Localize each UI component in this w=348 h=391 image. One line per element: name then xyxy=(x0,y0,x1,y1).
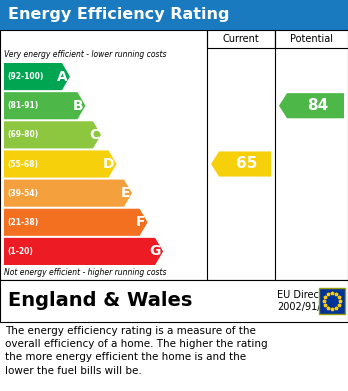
Polygon shape xyxy=(4,179,132,207)
Text: D: D xyxy=(103,157,114,171)
Text: England & Wales: England & Wales xyxy=(8,292,192,310)
Text: Very energy efficient - lower running costs: Very energy efficient - lower running co… xyxy=(4,50,166,59)
Text: A: A xyxy=(57,70,68,84)
Text: E: E xyxy=(120,186,130,200)
Text: (69-80): (69-80) xyxy=(7,130,38,139)
Polygon shape xyxy=(279,93,344,118)
Text: G: G xyxy=(150,244,161,258)
Text: (55-68): (55-68) xyxy=(7,160,38,169)
Text: (1-20): (1-20) xyxy=(7,247,33,256)
Bar xyxy=(0,0,348,30)
Text: (39-54): (39-54) xyxy=(7,188,38,197)
Text: C: C xyxy=(89,128,99,142)
Polygon shape xyxy=(4,121,101,149)
Bar xyxy=(275,30,348,48)
Text: EU Directive
2002/91/EC: EU Directive 2002/91/EC xyxy=(277,290,337,312)
Polygon shape xyxy=(4,92,86,119)
Text: 65: 65 xyxy=(236,156,258,172)
Bar xyxy=(207,30,275,48)
Text: F: F xyxy=(136,215,145,229)
Text: Energy Efficiency Rating: Energy Efficiency Rating xyxy=(8,7,229,23)
Text: (92-100): (92-100) xyxy=(7,72,44,81)
Text: B: B xyxy=(73,99,84,113)
Polygon shape xyxy=(4,238,163,265)
Text: Current: Current xyxy=(223,34,259,44)
Text: Potential: Potential xyxy=(290,34,333,44)
Polygon shape xyxy=(211,151,271,177)
Text: 84: 84 xyxy=(307,98,328,113)
Text: Not energy efficient - higher running costs: Not energy efficient - higher running co… xyxy=(4,268,166,277)
Polygon shape xyxy=(4,151,117,178)
Bar xyxy=(0,30,348,280)
Text: (81-91): (81-91) xyxy=(7,101,38,110)
Polygon shape xyxy=(4,209,148,236)
Bar xyxy=(0,280,348,322)
Text: (21-38): (21-38) xyxy=(7,218,38,227)
Bar xyxy=(319,288,345,314)
Polygon shape xyxy=(4,63,70,90)
Text: The energy efficiency rating is a measure of the
overall efficiency of a home. T: The energy efficiency rating is a measur… xyxy=(5,326,268,376)
